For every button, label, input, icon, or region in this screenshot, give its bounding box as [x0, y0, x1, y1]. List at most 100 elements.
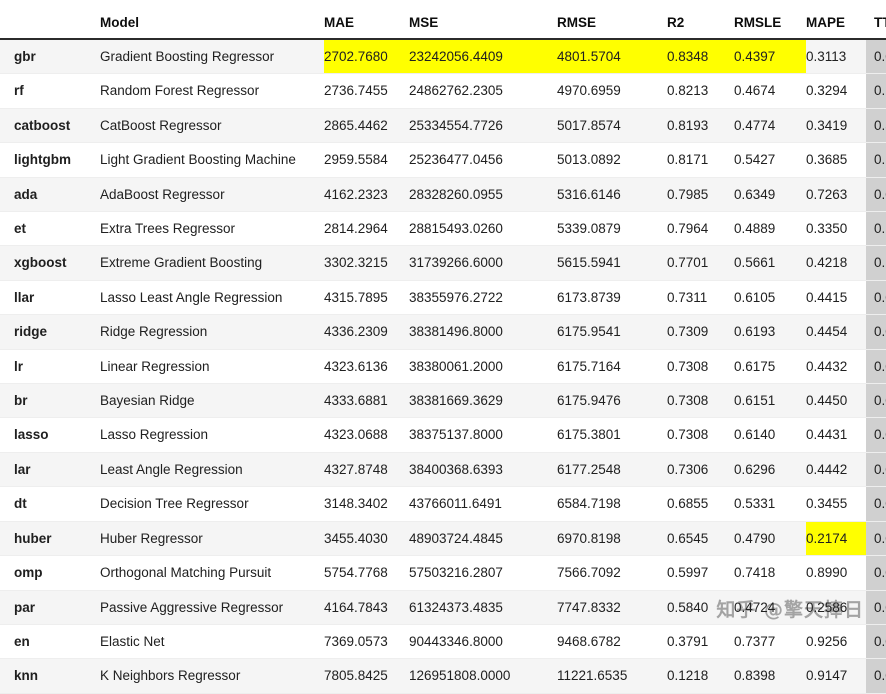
table-header-row: ModelMAEMSERMSER2RMSLEMAPETT (Sec) [0, 0, 886, 40]
cell-rmse: 6175.3801 [557, 417, 667, 453]
column-header-mape[interactable]: MAPE [806, 0, 866, 40]
cell-mse: 38375137.8000 [409, 417, 557, 453]
table-row[interactable]: dt Decision Tree Regressor 3148.3402 437660… [0, 486, 886, 522]
cell-mape: 0.3294 [806, 73, 866, 109]
cell-tt: 0.0110 [866, 624, 886, 660]
cell-mae: 4323.6136 [324, 349, 409, 385]
cell-index: lr [0, 349, 100, 385]
cell-r2: 0.7701 [667, 245, 734, 281]
cell-r2: 0.7985 [667, 177, 734, 213]
table-row[interactable]: rf Random Forest Regressor 2736.7455 248627… [0, 73, 886, 109]
column-header-rmse[interactable]: RMSE [557, 0, 667, 40]
cell-rmse: 5316.6146 [557, 177, 667, 213]
table-row[interactable]: lasso Lasso Regression 4323.0688 38375137.8… [0, 417, 886, 453]
cell-rmsle: 0.5427 [734, 142, 806, 178]
cell-rmsle: 0.6349 [734, 177, 806, 213]
column-header-model[interactable]: Model [100, 0, 324, 40]
cell-index: gbr [0, 39, 100, 75]
cell-mape: 0.2174 [806, 521, 866, 557]
cell-tt: 0.0180 [866, 658, 886, 694]
cell-mae: 5754.7768 [324, 555, 409, 591]
cell-rmsle: 0.6193 [734, 314, 806, 350]
cell-rmse: 5013.0892 [557, 142, 667, 178]
cell-rmsle: 0.6296 [734, 452, 806, 488]
table-row[interactable]: par Passive Aggressive Regressor 4164.7843… [0, 590, 886, 625]
cell-mae: 4327.8748 [324, 452, 409, 488]
table-row[interactable]: knn K Neighbors Regressor 7805.8425 1269518… [0, 658, 886, 694]
cell-r2: 0.3791 [667, 624, 734, 660]
cell-mape: 0.3455 [806, 486, 866, 522]
cell-model: Decision Tree Regressor [100, 486, 324, 522]
cell-mse: 28815493.0260 [409, 211, 557, 247]
cell-index: xgboost [0, 245, 100, 281]
cell-rmsle: 0.4774 [734, 108, 806, 144]
cell-index: par [0, 590, 100, 625]
table-row[interactable]: lr Linear Regression 4323.6136 38380061.200… [0, 349, 886, 385]
table-row[interactable]: llar Lasso Least Angle Regression 4315.789… [0, 280, 886, 316]
table-row[interactable]: ada AdaBoost Regressor 4162.2323 28328260.0… [0, 177, 886, 213]
cell-r2: 0.6855 [667, 486, 734, 522]
cell-mape: 0.9256 [806, 624, 866, 660]
table-row[interactable]: omp Orthogonal Matching Pursuit 5754.7768 5… [0, 555, 886, 591]
cell-rmsle: 0.5661 [734, 245, 806, 281]
column-header-rmsle[interactable]: RMSLE [734, 0, 806, 40]
cell-mape: 0.8990 [806, 555, 866, 591]
cell-r2: 0.7308 [667, 383, 734, 419]
cell-mse: 61324373.4835 [409, 590, 557, 625]
cell-rmsle: 0.4397 [734, 39, 806, 75]
cell-rmsle: 0.6140 [734, 417, 806, 453]
cell-model: Passive Aggressive Regressor [100, 590, 324, 625]
cell-tt: 0.0120 [866, 280, 886, 316]
column-header-index[interactable] [0, 0, 100, 40]
cell-index: lightgbm [0, 142, 100, 178]
cell-model: Random Forest Regressor [100, 73, 324, 109]
cell-model: Orthogonal Matching Pursuit [100, 555, 324, 591]
cell-mse: 24862762.2305 [409, 73, 557, 109]
column-header-mse[interactable]: MSE [409, 0, 557, 40]
cell-rmse: 5615.5941 [557, 245, 667, 281]
cell-mape: 0.7263 [806, 177, 866, 213]
column-header-r2[interactable]: R2 [667, 0, 734, 40]
cell-tt: 0.1500 [866, 245, 886, 281]
cell-model: Elastic Net [100, 624, 324, 660]
cell-r2: 0.8348 [667, 39, 734, 75]
cell-mae: 2865.4462 [324, 108, 409, 144]
cell-mse: 38380061.2000 [409, 349, 557, 385]
cell-rmse: 7566.7092 [557, 555, 667, 591]
table-row[interactable]: br Bayesian Ridge 4333.6881 38381669.3629 61… [0, 383, 886, 419]
table-row[interactable]: et Extra Trees Regressor 2814.2964 28815493… [0, 211, 886, 247]
cell-tt: 0.0140 [866, 486, 886, 522]
table-row[interactable]: lightgbm Light Gradient Boosting Machine 2… [0, 142, 886, 178]
table-row[interactable]: ridge Ridge Regression 4336.2309 38381496.8… [0, 314, 886, 350]
cell-index: en [0, 624, 100, 660]
table-row[interactable]: xgboost Extreme Gradient Boosting 3302.321… [0, 245, 886, 281]
table-row[interactable]: gbr Gradient Boosting Regressor 2702.7680 2… [0, 39, 886, 75]
cell-mse: 28328260.0955 [409, 177, 557, 213]
cell-mae: 2736.7455 [324, 73, 409, 109]
cell-mse: 38355976.2722 [409, 280, 557, 316]
cell-mse: 57503216.2807 [409, 555, 557, 591]
table-row[interactable]: en Elastic Net 7369.0573 90443346.8000 9468.… [0, 624, 886, 660]
column-header-mae[interactable]: MAE [324, 0, 409, 40]
cell-rmsle: 0.4790 [734, 521, 806, 557]
cell-model: Linear Regression [100, 349, 324, 385]
column-header-tt[interactable]: TT (Sec) [866, 0, 886, 40]
cell-mae: 3148.3402 [324, 486, 409, 522]
cell-rmsle: 0.4724 [734, 590, 806, 625]
table-row[interactable]: huber Huber Regressor 3455.4030 48903724.48… [0, 521, 886, 557]
cell-mape: 0.2586 [806, 590, 866, 625]
cell-r2: 0.8213 [667, 73, 734, 109]
cell-model: Gradient Boosting Regressor [100, 39, 324, 75]
cell-mae: 4315.7895 [324, 280, 409, 316]
cell-index: ridge [0, 314, 100, 350]
cell-rmsle: 0.5331 [734, 486, 806, 522]
table-row[interactable]: catboost CatBoost Regressor 2865.4462 25334… [0, 108, 886, 144]
cell-mape: 0.4450 [806, 383, 866, 419]
table-body: gbr Gradient Boosting Regressor 2702.7680 2… [0, 39, 886, 694]
table-row[interactable]: lar Least Angle Regression 4327.8748 384003… [0, 452, 886, 488]
cell-tt: 0.0340 [866, 521, 886, 557]
cell-r2: 0.7309 [667, 314, 734, 350]
cell-r2: 0.7311 [667, 280, 734, 316]
cell-mae: 2702.7680 [324, 39, 409, 75]
cell-model: Extreme Gradient Boosting [100, 245, 324, 281]
